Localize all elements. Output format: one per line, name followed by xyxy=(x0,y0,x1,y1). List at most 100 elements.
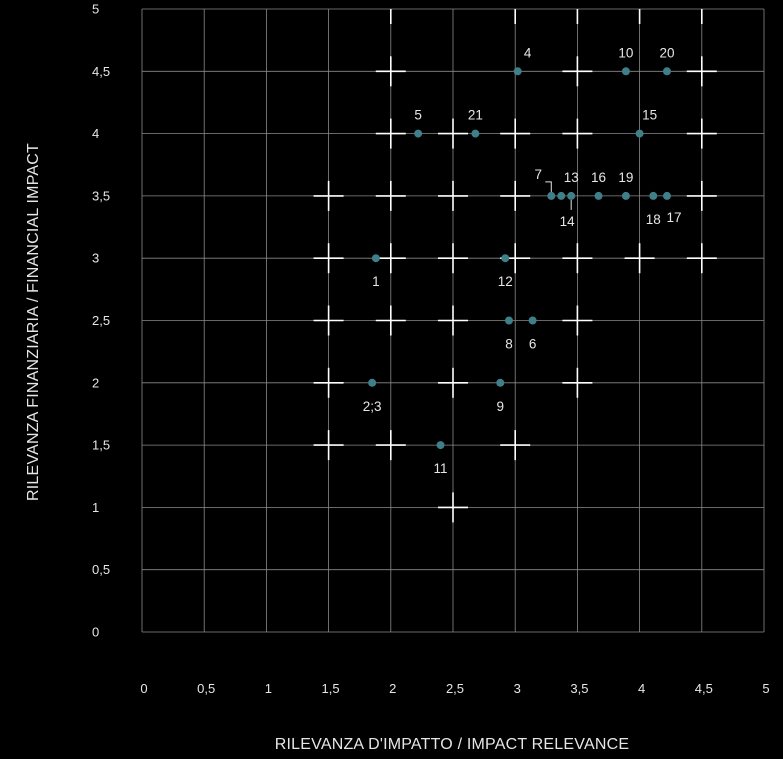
cross-marker xyxy=(313,305,344,336)
point-label: 8 xyxy=(505,337,513,352)
cross-marker xyxy=(500,118,531,149)
cross-marker xyxy=(686,243,717,274)
y-tick-label: 3 xyxy=(92,251,99,266)
point-marker xyxy=(414,129,423,138)
point-label: 15 xyxy=(642,108,657,123)
cross-marker xyxy=(375,243,406,274)
cross-marker xyxy=(375,180,406,211)
point-marker xyxy=(368,378,377,387)
data-point-9: 9 xyxy=(496,378,505,414)
point-marker xyxy=(649,191,658,200)
x-tick-label: 3 xyxy=(514,681,521,696)
cross-markers xyxy=(313,9,717,523)
cross-marker xyxy=(500,180,531,211)
data-point-19: 19 xyxy=(618,170,633,200)
point-label: 14 xyxy=(560,214,576,229)
point-label: 10 xyxy=(618,45,633,60)
point-label: 18 xyxy=(646,212,661,227)
point-label: 19 xyxy=(618,170,633,185)
point-marker xyxy=(371,254,380,263)
y-tick-label: 0,5 xyxy=(92,562,110,577)
x-tick-label: 3,5 xyxy=(570,681,588,696)
cross-marker xyxy=(686,118,717,149)
x-tick-label: 2 xyxy=(389,681,396,696)
point-marker xyxy=(504,316,513,325)
point-label: 16 xyxy=(591,170,606,185)
data-point-15: 15 xyxy=(635,108,657,138)
point-label: 7 xyxy=(535,167,543,182)
data-point-7: 7 xyxy=(535,167,556,200)
point-marker xyxy=(436,441,445,450)
data-point-5: 5 xyxy=(414,108,423,138)
point-label: 6 xyxy=(529,337,537,352)
data-point-4: 4 xyxy=(513,45,532,76)
point-label: 1 xyxy=(372,274,380,289)
cross-marker xyxy=(438,305,468,336)
data-point-20: 20 xyxy=(659,45,674,76)
data-point-14: 14 xyxy=(560,191,576,229)
x-axis-title: RILEVANZA D'IMPATTO / IMPACT RELEVANCE xyxy=(275,736,629,753)
cross-marker xyxy=(438,492,468,523)
x-tick-label: 1,5 xyxy=(322,681,340,696)
cross-marker xyxy=(438,180,468,211)
data-point-10: 10 xyxy=(618,45,633,76)
data-point-21: 21 xyxy=(468,108,483,138)
data-point-2;3: 2;3 xyxy=(363,378,382,414)
cross-marker xyxy=(438,118,468,149)
point-marker xyxy=(594,191,603,200)
cross-marker xyxy=(375,118,406,149)
point-marker xyxy=(513,67,522,76)
point-marker xyxy=(662,191,671,200)
point-label: 11 xyxy=(434,461,448,476)
x-tick-label: 5 xyxy=(762,681,769,696)
data-point-12: 12 xyxy=(498,254,513,289)
cross-marker xyxy=(313,430,344,461)
data-point-16: 16 xyxy=(591,170,606,200)
cross-marker xyxy=(562,243,593,274)
data-point-18: 18 xyxy=(646,191,661,227)
y-tick-label: 1 xyxy=(92,500,99,515)
point-marker xyxy=(471,129,480,138)
data-point-17: 17 xyxy=(662,191,681,225)
point-marker xyxy=(635,129,644,138)
point-label: 17 xyxy=(666,210,681,225)
point-label: 20 xyxy=(659,45,674,60)
x-tick-label: 4 xyxy=(638,681,645,696)
y-axis-title: RILEVANZA FINANZIARIA / FINANCIAL IMPACT xyxy=(25,143,42,501)
x-tick-label: 2,5 xyxy=(446,681,464,696)
y-tick-label: 0 xyxy=(92,625,99,640)
cross-marker xyxy=(562,56,593,87)
cross-marker xyxy=(500,430,531,461)
cross-marker xyxy=(375,305,406,336)
y-tick-label: 2 xyxy=(92,375,99,390)
cross-marker xyxy=(562,118,593,149)
x-tick-label: 0 xyxy=(140,681,147,696)
cross-marker xyxy=(438,367,468,398)
cross-marker xyxy=(313,367,344,398)
y-tick-label: 2,5 xyxy=(92,313,110,328)
point-marker xyxy=(621,191,630,200)
point-marker xyxy=(496,378,505,387)
data-point-11: 11 xyxy=(434,441,448,476)
cross-marker xyxy=(686,56,717,87)
point-label: 5 xyxy=(414,108,422,123)
point-marker xyxy=(501,254,510,263)
point-label: 12 xyxy=(498,274,513,289)
data-point-1: 1 xyxy=(371,254,380,289)
y-tick-label: 4 xyxy=(92,126,99,141)
y-tick-labels: 0 0,5 1 1,5 2 2,5 3 3,5 4 4,5 5 xyxy=(92,2,110,640)
cross-marker xyxy=(375,56,406,87)
data-point-8: 8 xyxy=(504,316,513,352)
x-tick-label: 0,5 xyxy=(197,681,215,696)
point-marker xyxy=(528,316,537,325)
point-label: 4 xyxy=(524,45,532,60)
cross-marker xyxy=(562,305,593,336)
point-marker xyxy=(557,191,566,200)
cross-marker xyxy=(624,243,655,274)
y-tick-label: 1,5 xyxy=(92,438,110,453)
y-tick-label: 5 xyxy=(92,2,99,17)
point-label: 9 xyxy=(497,399,505,414)
cross-marker xyxy=(375,430,406,461)
